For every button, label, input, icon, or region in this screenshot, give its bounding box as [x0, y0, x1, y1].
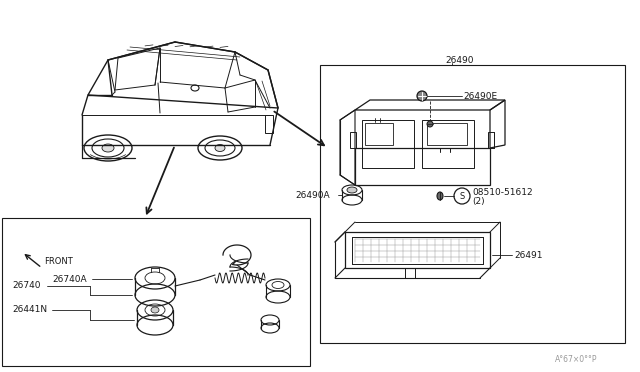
Text: 26441N: 26441N: [12, 305, 47, 314]
Ellipse shape: [417, 91, 427, 101]
Ellipse shape: [151, 307, 159, 313]
Ellipse shape: [427, 121, 433, 127]
Bar: [2, 218, 310, 366]
Ellipse shape: [347, 187, 357, 193]
Text: 26490E: 26490E: [463, 92, 497, 100]
Text: 26740A: 26740A: [52, 275, 86, 283]
Text: (2): (2): [472, 196, 484, 205]
Ellipse shape: [437, 192, 443, 200]
Bar: [362, 120, 414, 168]
Text: A°67×0°°P: A°67×0°°P: [555, 356, 598, 365]
Text: 26491: 26491: [514, 250, 543, 260]
Text: 08510-51612: 08510-51612: [472, 187, 532, 196]
Ellipse shape: [215, 144, 225, 151]
Text: 26740: 26740: [12, 282, 40, 291]
Bar: [350, 132, 356, 148]
Bar: [488, 132, 494, 148]
Bar: [365, 123, 393, 145]
Text: 26490: 26490: [445, 55, 474, 64]
Text: 26490A: 26490A: [296, 190, 330, 199]
Text: FRONT: FRONT: [44, 257, 73, 266]
Text: S: S: [460, 192, 465, 201]
Ellipse shape: [102, 144, 114, 152]
Bar: [427, 123, 467, 145]
Bar: [320, 65, 625, 343]
Bar: [422, 120, 474, 168]
Bar: [265, 115, 273, 133]
